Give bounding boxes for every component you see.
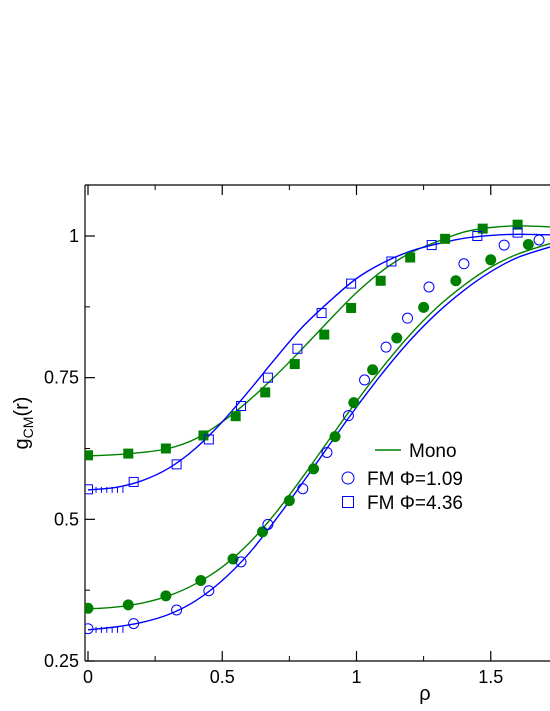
series-line-1 xyxy=(87,242,550,610)
x-tick-label: 0 xyxy=(83,667,93,687)
data-point-circle xyxy=(485,254,497,266)
data-point-circle xyxy=(257,526,269,538)
data-point-square xyxy=(123,448,134,459)
data-point-square xyxy=(198,430,209,441)
y-tick-label: 0.75 xyxy=(44,368,79,388)
data-point-square xyxy=(160,443,171,454)
data-point-open-circle xyxy=(128,618,140,630)
data-point-open-square xyxy=(262,372,273,383)
data-point-open-square xyxy=(346,278,357,289)
legend-label: FM Φ=1.09 xyxy=(367,469,463,490)
series-line-3 xyxy=(87,246,550,631)
data-point-open-circle xyxy=(297,483,309,495)
y-axis-label: gCM(r) xyxy=(11,397,36,450)
data-point-open-square xyxy=(292,343,303,354)
data-point-open-circle xyxy=(402,312,414,324)
data-point-open-square xyxy=(426,240,437,251)
data-point-open-circle xyxy=(498,239,510,251)
data-point-square xyxy=(477,223,488,234)
data-point-open-circle xyxy=(321,446,333,458)
data-point-circle xyxy=(348,397,360,409)
data-point-open-circle xyxy=(342,410,354,422)
data-point-open-square xyxy=(85,484,93,495)
data-point-open-circle xyxy=(458,258,470,270)
legend-swatch-circle xyxy=(341,471,355,485)
data-point-square xyxy=(260,387,271,398)
plot-area xyxy=(84,184,550,662)
x-tick-label: 1 xyxy=(351,667,361,687)
data-point-square xyxy=(440,233,451,244)
x-tick-label: 1.5 xyxy=(478,667,503,687)
data-point-circle xyxy=(367,364,379,376)
data-point-open-square xyxy=(512,227,523,238)
x-axis: 0 0.5 1 1.5 xyxy=(83,185,503,687)
data-point-open-circle xyxy=(380,341,392,353)
data-point-square xyxy=(405,252,416,263)
data-point-open-circle xyxy=(423,281,435,293)
data-point-open-square xyxy=(171,459,182,470)
data-point-open-circle xyxy=(533,234,545,246)
data-point-open-circle xyxy=(85,623,94,635)
data-point-circle xyxy=(450,275,462,287)
data-point-open-square xyxy=(386,256,397,267)
data-point-open-circle xyxy=(171,604,183,616)
series-group xyxy=(85,219,550,635)
data-point-circle xyxy=(418,301,430,313)
data-point-circle xyxy=(85,602,94,614)
data-point-square xyxy=(512,219,523,230)
data-point-square xyxy=(319,329,330,340)
data-point-circle xyxy=(522,239,534,250)
data-point-square xyxy=(230,411,241,422)
data-point-open-square xyxy=(203,434,214,445)
y-tick-label: 0.5 xyxy=(54,509,79,529)
data-point-circle xyxy=(195,575,207,587)
legend-swatch-square xyxy=(342,496,354,508)
data-point-open-circle xyxy=(359,374,371,386)
data-point-open-circle xyxy=(262,518,274,530)
series-line-2 xyxy=(87,233,550,491)
data-point-circle xyxy=(160,590,172,602)
data-point-circle xyxy=(308,463,320,475)
data-point-open-square xyxy=(472,231,483,241)
legend-label: FM Φ=4.36 xyxy=(367,493,463,514)
data-point-circle xyxy=(122,599,134,611)
legend: Mono FM Φ=1.09 FM Φ=4.36 xyxy=(341,441,463,514)
data-point-open-square xyxy=(128,476,139,487)
data-point-open-circle xyxy=(235,556,247,568)
y-tick-label: 1 xyxy=(69,226,79,246)
data-point-open-circle xyxy=(203,585,215,597)
series-line-0 xyxy=(87,225,550,457)
data-point-square xyxy=(346,302,357,313)
data-point-square xyxy=(289,359,300,370)
legend-label: Mono xyxy=(409,441,457,462)
y-axis: 0.25 0.5 0.75 1 xyxy=(44,226,95,671)
data-point-circle xyxy=(391,332,403,344)
data-point-circle xyxy=(329,431,341,443)
x-axis-label: ρ xyxy=(419,683,430,705)
x-tick-label: 0.5 xyxy=(210,667,235,687)
data-point-open-square xyxy=(236,401,247,411)
y-tick-label: 0.25 xyxy=(44,651,79,671)
data-point-circle xyxy=(283,495,295,507)
data-point-open-square xyxy=(316,308,327,319)
data-point-square xyxy=(375,275,386,286)
data-point-square xyxy=(85,450,93,461)
